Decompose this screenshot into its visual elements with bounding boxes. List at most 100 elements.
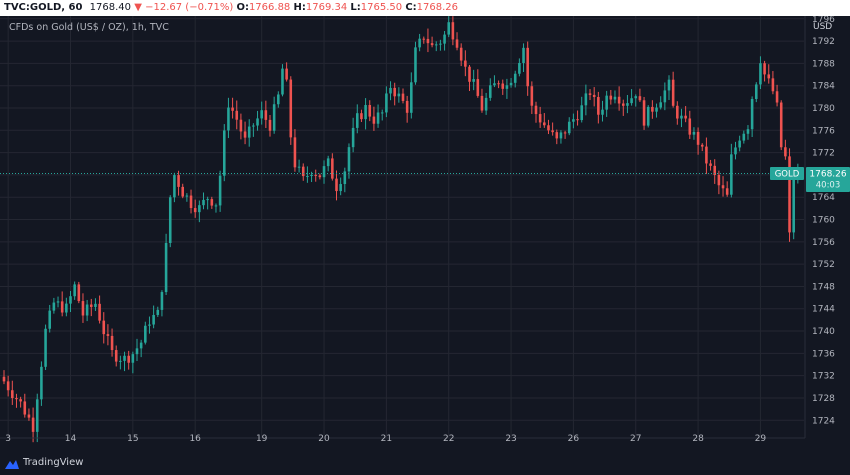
price-tick-label: 1760 — [812, 216, 835, 226]
candle-body — [555, 132, 559, 139]
candle-body — [638, 96, 642, 101]
candle-body — [509, 82, 513, 86]
candle-body — [77, 284, 81, 302]
candle-body — [775, 91, 779, 103]
candle-body — [472, 79, 475, 82]
candle-body — [513, 73, 517, 83]
candle-body — [214, 205, 218, 207]
candle-body — [468, 66, 471, 82]
candle-body — [767, 74, 771, 79]
candle-body — [688, 118, 692, 135]
candle-body — [360, 113, 363, 120]
tradingview-brand[interactable]: TradingView — [23, 457, 84, 468]
low-label: L: — [350, 2, 361, 13]
bar-countdown: 40:03 — [816, 180, 841, 190]
candle-body — [410, 82, 413, 113]
candle-body — [69, 296, 72, 304]
candle-body — [418, 38, 421, 48]
candle-body — [164, 242, 168, 293]
candle-body — [543, 122, 546, 126]
candle-body — [235, 110, 239, 120]
last-price: 1768.40 — [89, 2, 132, 13]
candle-body — [447, 22, 451, 35]
candle-body — [11, 390, 14, 399]
price-chart[interactable]: CFDs on Gold (US$ / OZ), 1h, TVC USD 172… — [0, 16, 850, 453]
candle-body — [784, 147, 787, 157]
candle-body — [110, 335, 114, 351]
candle-body — [301, 166, 305, 177]
close-label: C: — [405, 2, 417, 13]
candle-body — [426, 38, 430, 44]
footer: TradingView — [0, 453, 850, 475]
candle-body — [617, 96, 621, 104]
candle-body — [351, 127, 355, 148]
price-tick-label: 1764 — [812, 193, 835, 203]
candle-body — [709, 163, 712, 166]
price-axis[interactable] — [805, 16, 850, 453]
high-value: 1769.34 — [305, 2, 348, 13]
candle-body — [443, 34, 446, 44]
price-tick-label: 1728 — [812, 394, 835, 404]
high-label: H: — [293, 2, 306, 13]
candle-body — [19, 399, 22, 402]
symbol-name[interactable]: TVC:GOLD, 60 — [4, 2, 83, 13]
candle-body — [692, 131, 696, 135]
candle-body — [534, 105, 538, 115]
candle-body — [705, 146, 708, 164]
candle-body — [518, 63, 521, 74]
candle-body — [750, 98, 754, 130]
candle-body — [114, 350, 118, 362]
candle-body — [646, 106, 650, 126]
price-tick-label: 1748 — [812, 282, 835, 292]
candle-body — [576, 119, 579, 121]
candle-body — [759, 63, 762, 85]
candle-body — [297, 166, 301, 168]
candle-body — [318, 175, 322, 178]
price-tick-label: 1756 — [812, 238, 835, 248]
candle-body — [493, 83, 496, 86]
candle-body — [139, 342, 143, 349]
candle-body — [405, 100, 409, 113]
chart-grid — [0, 16, 804, 437]
candle-body — [2, 376, 6, 382]
candle-body — [451, 22, 455, 40]
candle-body — [547, 125, 550, 131]
candle-body — [285, 68, 288, 80]
time-tick-label: 29 — [755, 434, 767, 444]
price-tick-label: 1780 — [812, 104, 835, 114]
candle-body — [538, 114, 542, 123]
candle-body — [414, 47, 417, 83]
candle-body — [655, 107, 658, 112]
price-tick-label: 1784 — [812, 82, 835, 92]
price-tag: GOLD 1768.26 40:03 — [770, 166, 850, 192]
candle-body — [389, 87, 392, 94]
tradingview-logo-icon[interactable] — [4, 458, 20, 470]
candle-body — [730, 154, 733, 195]
candle-body — [713, 165, 717, 175]
candle-body — [210, 199, 214, 206]
candle-body — [642, 100, 646, 126]
time-tick-label: 21 — [381, 434, 392, 444]
candle-body — [742, 133, 746, 141]
candle-body — [127, 355, 130, 363]
candle-body — [684, 115, 687, 119]
candle-body — [277, 94, 280, 105]
candle-body — [634, 96, 638, 99]
time-tick-label: 23 — [505, 434, 516, 444]
series-legend: CFDs on Gold (US$ / OZ), 1h, TVC — [9, 22, 169, 33]
candle-body — [268, 119, 272, 131]
candle-body — [85, 304, 89, 316]
price-tick-label: 1772 — [812, 149, 835, 159]
candle-body — [152, 314, 155, 325]
symbol-header: TVC:GOLD, 60 1768.40 ▼ −12.67 (−0.71%) O… — [0, 0, 850, 16]
candle-body — [459, 47, 463, 61]
price-tick-label: 1792 — [812, 37, 835, 47]
candle-body — [202, 199, 205, 206]
candle-body — [222, 130, 226, 176]
candle-body — [763, 63, 766, 75]
candle-body — [218, 175, 222, 206]
candle-body — [31, 417, 35, 432]
candle-body — [144, 325, 147, 343]
candle-body — [56, 301, 60, 303]
candle-body — [455, 39, 459, 48]
